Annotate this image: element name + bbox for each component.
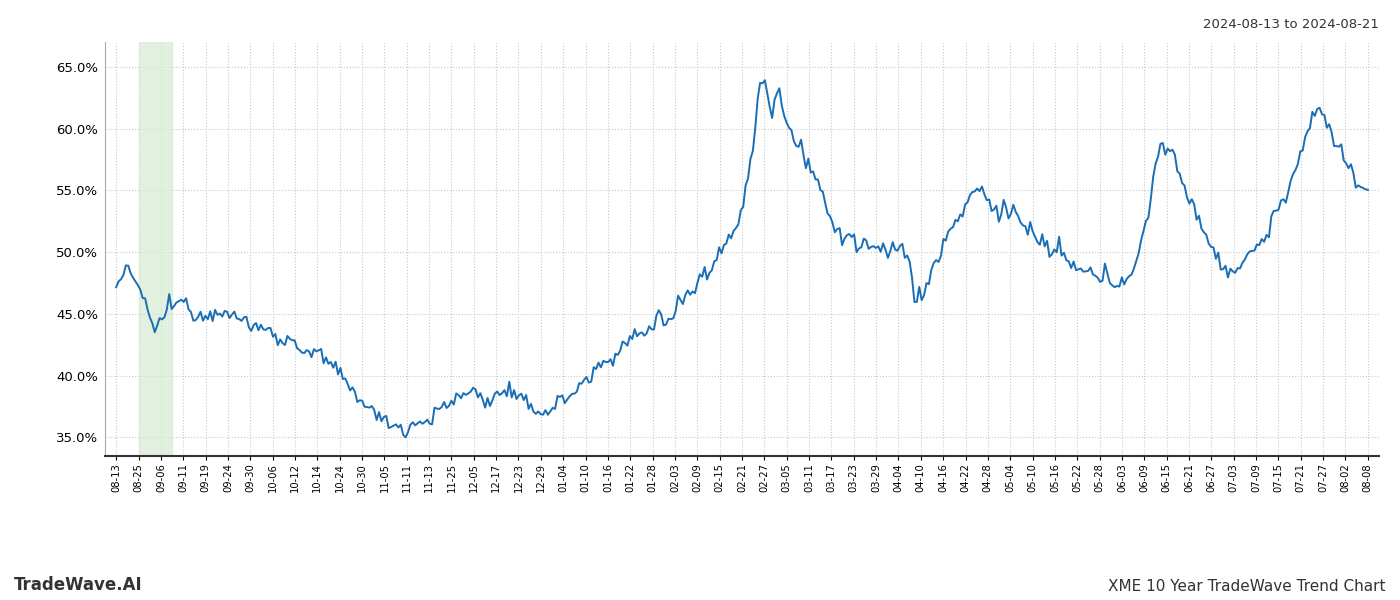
Text: 2024-08-13 to 2024-08-21: 2024-08-13 to 2024-08-21 xyxy=(1203,18,1379,31)
Text: TradeWave.AI: TradeWave.AI xyxy=(14,576,143,594)
Text: XME 10 Year TradeWave Trend Chart: XME 10 Year TradeWave Trend Chart xyxy=(1109,579,1386,594)
Bar xyxy=(139,42,172,456)
